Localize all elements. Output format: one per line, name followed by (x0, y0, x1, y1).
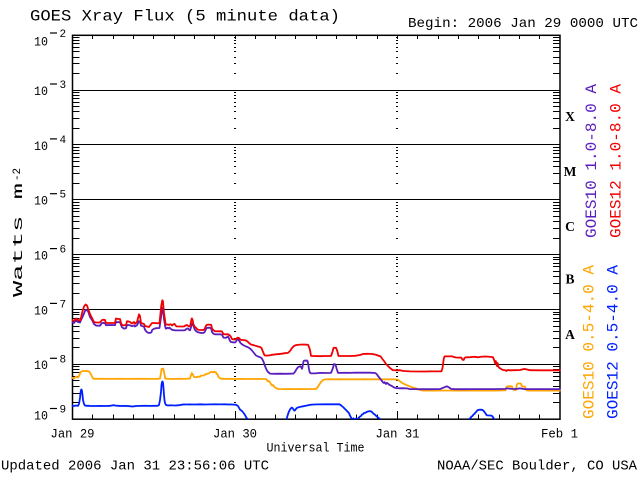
svg-text:Begin: 2006 Jan 29 0000 UTC: Begin: 2006 Jan 29 0000 UTC (408, 16, 638, 32)
svg-text:3: 3 (60, 80, 67, 92)
svg-text:8: 8 (60, 354, 67, 366)
svg-text:GOES Xray Flux (5 minute data): GOES Xray Flux (5 minute data) (30, 8, 340, 26)
svg-text:Jan 30: Jan 30 (213, 427, 257, 442)
svg-text:M: M (564, 164, 577, 179)
svg-text:10: 10 (34, 36, 48, 50)
svg-text:NOAA/SEC Boulder, CO USA: NOAA/SEC Boulder, CO USA (437, 459, 638, 475)
svg-text:Jan 31: Jan 31 (376, 427, 420, 442)
svg-text:C: C (565, 219, 575, 234)
svg-text:Updated 2006 Jan 31 23:56:06 U: Updated 2006 Jan 31 23:56:06 UTC (1, 459, 269, 475)
svg-text:4: 4 (60, 135, 67, 147)
svg-text:10: 10 (34, 304, 48, 318)
svg-text:6: 6 (60, 245, 67, 257)
svg-text:GOES12 0.5-4.0 A: GOES12 0.5-4.0 A (605, 265, 623, 419)
svg-text:Feb 1: Feb 1 (541, 427, 578, 442)
svg-text:Watts m: Watts m (11, 183, 27, 297)
svg-text:10: 10 (34, 140, 48, 154)
svg-text:10: 10 (34, 250, 48, 264)
svg-text:A: A (565, 327, 575, 342)
svg-text:GOES10 1.0-8.0 A: GOES10 1.0-8.0 A (583, 84, 601, 238)
svg-text:7: 7 (60, 299, 67, 311)
svg-text:9: 9 (60, 405, 67, 417)
svg-text:Universal Time: Universal Time (267, 442, 365, 456)
svg-text:GOES12 1.0-8.0 A: GOES12 1.0-8.0 A (608, 84, 626, 238)
svg-text:-2: -2 (12, 168, 24, 181)
svg-text:Jan 29: Jan 29 (51, 427, 95, 442)
svg-text:10: 10 (34, 409, 48, 423)
svg-text:X: X (565, 109, 575, 124)
svg-text:GOES10 0.5-4.0 A: GOES10 0.5-4.0 A (581, 265, 599, 419)
svg-text:2: 2 (60, 29, 67, 41)
svg-text:10: 10 (34, 85, 48, 99)
svg-text:10: 10 (34, 359, 48, 373)
svg-text:B: B (565, 272, 574, 287)
svg-text:10: 10 (34, 195, 48, 209)
svg-text:5: 5 (60, 190, 67, 202)
